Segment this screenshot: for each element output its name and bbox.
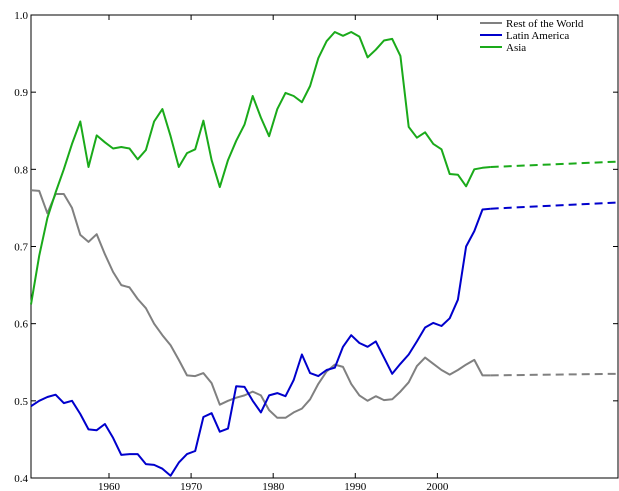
legend-label-asia: Asia — [506, 42, 526, 54]
y-tick-label: 0.5 — [14, 396, 28, 408]
legend-label-rest-of-the-world: Rest of the World — [506, 18, 584, 30]
x-tick-label: 1990 — [344, 481, 367, 491]
series-line-rest-of-the-world — [30, 189, 491, 419]
x-tick-label: 1960 — [98, 481, 121, 491]
y-tick-label: 0.7 — [14, 242, 28, 254]
series-line-latin-america — [30, 207, 491, 477]
plot-frame — [30, 14, 619, 479]
y-tick-label: 0.8 — [14, 164, 28, 176]
y-tick-label: 0.9 — [14, 87, 28, 99]
projection-line-latin-america — [490, 201, 619, 210]
projection-line-rest-of-the-world — [490, 372, 619, 377]
x-tick-label: 1980 — [262, 481, 285, 491]
projection-line-asia — [490, 160, 619, 168]
x-tick-label: 2000 — [426, 481, 449, 491]
x-tick-label: 1970 — [180, 481, 203, 491]
y-tick-label: 0.6 — [14, 319, 28, 331]
legend-label-latin-america: Latin America — [506, 30, 569, 42]
axis-ticks: 1960 1970 1980 1990 2000 0.4 0.5 0.6 0.7 0.8 0.9 1.… — [14, 10, 618, 491]
series-lines — [30, 31, 619, 477]
y-tick-label: 1.0 — [14, 10, 28, 22]
series-line-asia — [30, 31, 491, 305]
y-tick-label: 0.4 — [14, 473, 28, 485]
